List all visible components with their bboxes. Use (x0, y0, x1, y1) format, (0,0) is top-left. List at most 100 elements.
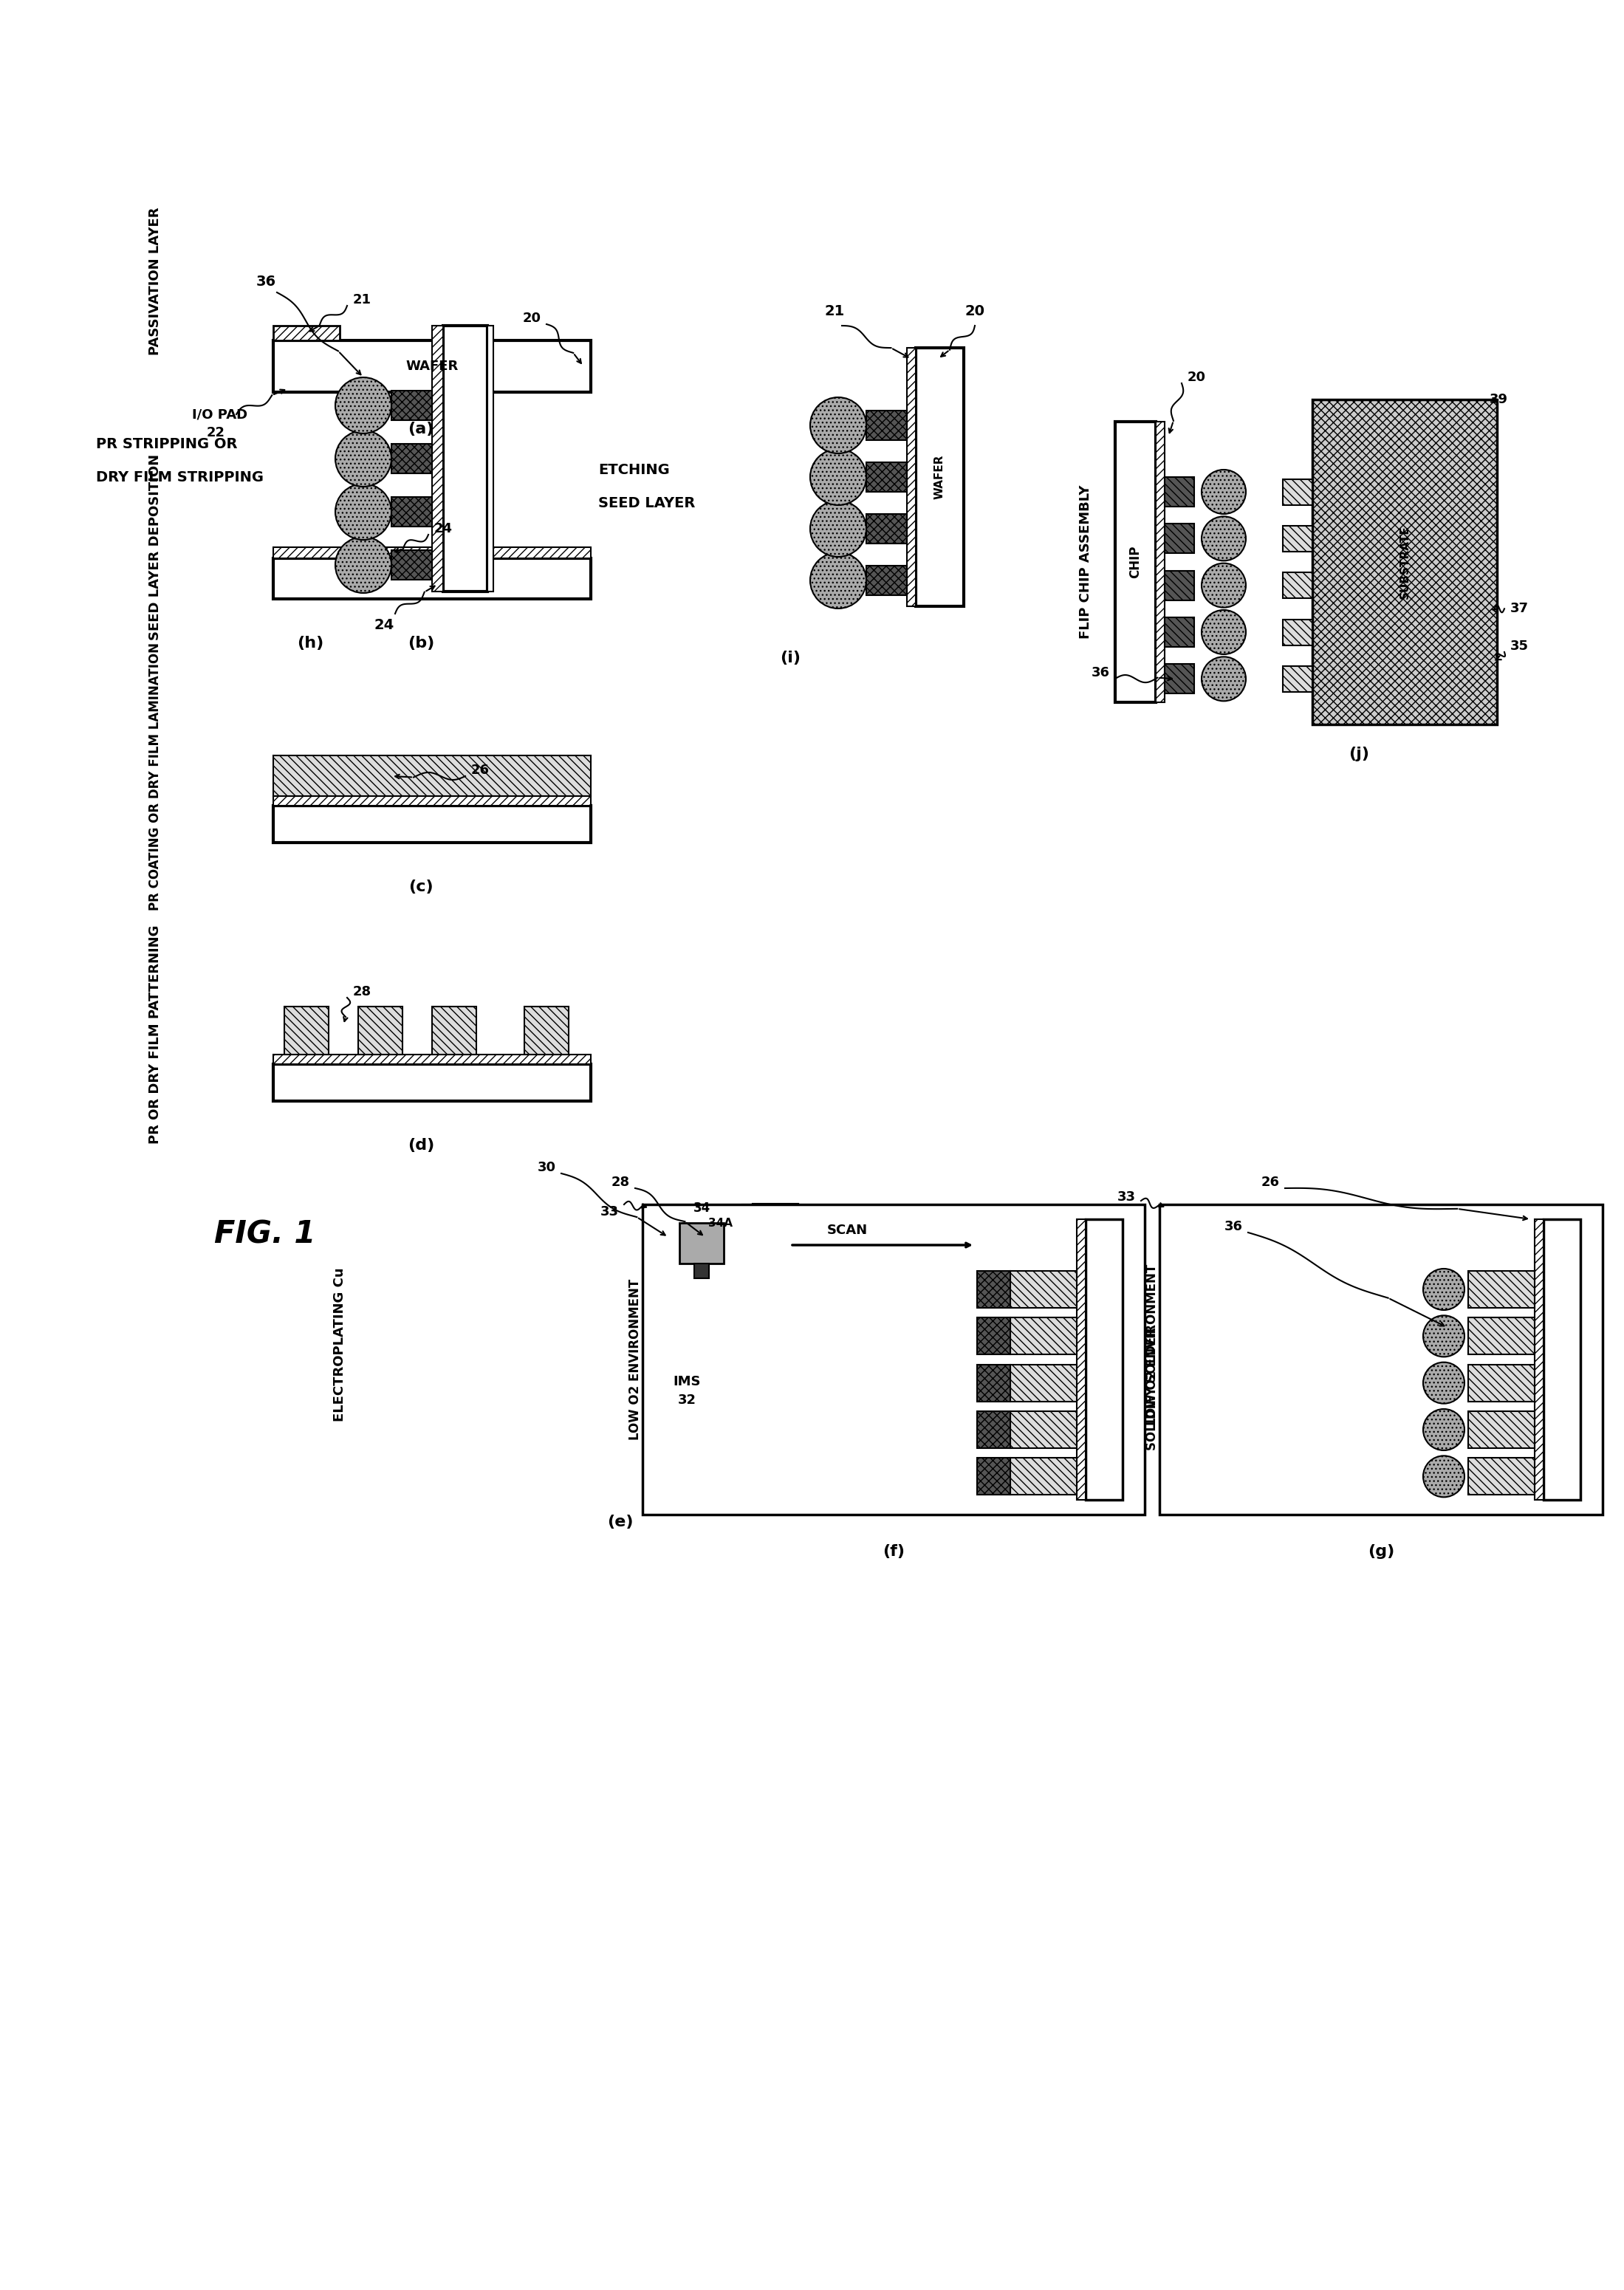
Bar (684, 1301, 742, 1342)
Bar (1283, 572, 1312, 598)
Text: I/O PAD: I/O PAD (192, 408, 247, 421)
Circle shape (335, 536, 391, 593)
Text: ELECTROPLATING Cu: ELECTROPLATING Cu (333, 1269, 346, 1422)
Bar (1116, 421, 1156, 703)
Circle shape (335, 378, 391, 433)
Text: (i): (i) (780, 650, 801, 666)
Circle shape (1423, 1363, 1465, 1404)
Text: LOW O2 ENVIRONMENT: LOW O2 ENVIRONMENT (1145, 1264, 1160, 1424)
Bar (653, 1395, 684, 1436)
Bar (1468, 1317, 1535, 1356)
Bar (1468, 1365, 1535, 1401)
Text: 36: 36 (257, 275, 276, 289)
Circle shape (1202, 518, 1246, 561)
Bar (653, 1301, 684, 1342)
Circle shape (810, 396, 866, 453)
Bar (679, 1223, 724, 1264)
Bar (1468, 1271, 1535, 1308)
Text: SEED LAYER DEPOSITION: SEED LAYER DEPOSITION (148, 453, 162, 641)
Text: 30: 30 (538, 1161, 555, 1175)
Bar (684, 1395, 742, 1436)
Circle shape (810, 449, 866, 506)
Text: PR OR DRY FILM PATTERNING: PR OR DRY FILM PATTERNING (148, 925, 162, 1145)
Text: PASSIVATION LAYER: PASSIVATION LAYER (148, 208, 162, 355)
Text: FLIP CHIP ASSEMBLY: FLIP CHIP ASSEMBLY (1078, 485, 1093, 639)
Text: 36: 36 (1224, 1221, 1242, 1234)
Text: PR STRIPPING OR: PR STRIPPING OR (96, 437, 237, 451)
Bar (978, 1271, 1010, 1308)
Bar (391, 550, 432, 579)
Text: (d): (d) (408, 1138, 434, 1152)
Text: 24: 24 (434, 522, 453, 536)
Text: 28: 28 (352, 985, 372, 998)
Text: 37: 37 (1510, 602, 1528, 616)
Bar (693, 1264, 710, 1278)
Bar (1160, 1205, 1603, 1514)
Bar (432, 1008, 476, 1053)
Bar (866, 463, 906, 492)
Circle shape (1423, 1314, 1465, 1356)
Text: 33: 33 (599, 1205, 619, 1218)
Text: 26: 26 (1260, 1175, 1280, 1189)
Text: 33: 33 (1117, 1191, 1135, 1205)
Bar (273, 756, 591, 797)
Bar (1156, 421, 1164, 703)
Circle shape (1202, 609, 1246, 655)
Circle shape (1202, 657, 1246, 701)
Text: 39: 39 (1489, 394, 1509, 405)
Bar (273, 325, 339, 341)
Bar (273, 1065, 591, 1101)
Text: DRY FILM STRIPPING: DRY FILM STRIPPING (96, 469, 263, 483)
Bar (866, 513, 906, 543)
Text: 34: 34 (693, 1202, 710, 1214)
Bar (1010, 1317, 1077, 1356)
Bar (978, 1317, 1010, 1356)
Bar (1164, 476, 1194, 506)
Bar (391, 497, 432, 527)
Bar (906, 348, 916, 607)
Bar (978, 1365, 1010, 1401)
Bar (1283, 527, 1312, 552)
Bar (273, 559, 591, 600)
Text: LOW O2 ENVIRONMENT: LOW O2 ENVIRONMENT (628, 1278, 641, 1440)
Text: (f): (f) (882, 1543, 905, 1559)
Circle shape (810, 552, 866, 609)
Text: (e): (e) (607, 1514, 633, 1530)
Bar (391, 444, 432, 474)
Bar (1283, 618, 1312, 646)
Text: 35: 35 (1510, 639, 1528, 653)
Bar (684, 1349, 742, 1388)
Text: 22: 22 (206, 426, 226, 440)
Text: 21: 21 (825, 305, 844, 318)
Bar (273, 797, 591, 806)
Bar (273, 547, 591, 559)
Bar (742, 1205, 754, 1486)
Bar (1164, 570, 1194, 600)
Bar (866, 410, 906, 440)
Text: WAFER: WAFER (934, 456, 945, 499)
Text: (a): (a) (408, 421, 434, 437)
Bar (643, 1205, 1145, 1514)
Bar (1283, 479, 1312, 504)
Text: CHIP: CHIP (1129, 545, 1142, 579)
Text: (j): (j) (1348, 747, 1369, 760)
Bar (916, 348, 963, 607)
Text: PR COATING OR DRY FILM LAMINATION: PR COATING OR DRY FILM LAMINATION (148, 641, 162, 909)
Bar (1010, 1271, 1077, 1308)
Bar (1010, 1411, 1077, 1447)
Text: SEED LAYER: SEED LAYER (598, 497, 695, 511)
Bar (525, 1008, 568, 1053)
Text: 21: 21 (352, 293, 372, 307)
Circle shape (1423, 1456, 1465, 1498)
Text: 34A: 34A (708, 1218, 732, 1227)
Text: 20: 20 (1187, 371, 1205, 385)
Text: FIG. 1: FIG. 1 (214, 1218, 315, 1250)
Bar (1543, 1218, 1580, 1500)
Bar (754, 1205, 797, 1486)
Text: (g): (g) (1367, 1543, 1395, 1559)
Text: SOLIDIFY SOLDER: SOLIDIFY SOLDER (1145, 1328, 1160, 1450)
Text: (b): (b) (408, 637, 434, 650)
Bar (1312, 398, 1497, 724)
Bar (1535, 1218, 1543, 1500)
Text: WAFER: WAFER (406, 360, 458, 373)
